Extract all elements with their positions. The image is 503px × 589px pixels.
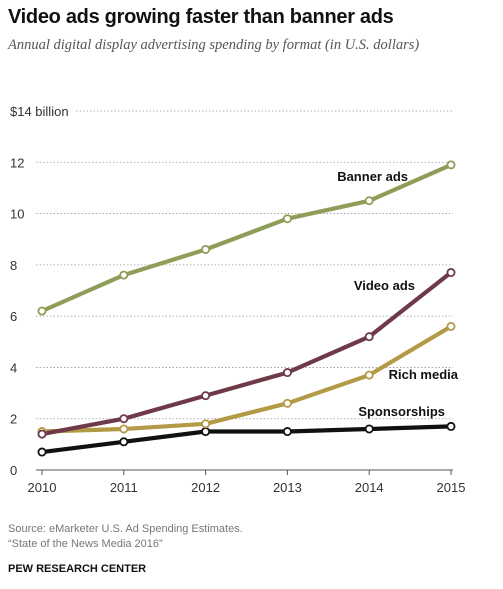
line-layer [39,162,454,455]
data-point-video-ads [282,368,292,378]
x-tick-label: 2013 [273,480,302,495]
source-line-1: Source: eMarketer U.S. Ad Spending Estim… [8,523,243,535]
x-tick-label: 2015 [437,480,466,495]
data-point-rich-media [364,370,374,380]
y-tick-label: 4 [10,360,17,375]
x-tick-label: 2012 [191,480,220,495]
y-tick-label: 2 [10,412,17,427]
y-tick-label: $14 billion [10,104,69,119]
series-label-video-ads: Video ads [354,278,415,293]
data-point-video-ads [37,429,47,439]
x-tick-label: 2010 [28,480,57,495]
point-layer [37,160,456,457]
y-tick-label: 6 [10,309,17,324]
data-point-video-ads [364,332,374,342]
data-point-sponsorships [446,421,456,431]
data-point-sponsorships [282,427,292,437]
data-point-video-ads [119,414,129,424]
data-point-banner-ads [201,244,211,254]
brand-logo-text: PEW RESEARCH CENTER [8,563,147,575]
line-chart: 0 2 4 6 8 10 12 $14 billion 2010 2011 2012 2013 2014… [10,104,465,495]
y-tick-label: 12 [10,155,24,170]
data-point-banner-ads [446,160,456,170]
x-tick-label: 2011 [110,480,138,495]
source-note: Source: eMarketer U.S. Ad Spending Estim… [8,522,243,552]
y-tick-label: 0 [10,463,17,478]
series-line-rich-media [39,324,454,434]
data-point-rich-media [119,424,129,434]
data-point-banner-ads [37,306,47,316]
y-tick-label: 10 [10,207,24,222]
series-line-sponsorships [39,424,454,455]
series-line-banner-ads [39,162,454,314]
x-tick-label: 2014 [355,480,384,495]
chart-subtitle: Annual digital display advertising spend… [8,37,420,53]
chart-title: Video ads growing faster than banner ads [8,6,394,28]
axis-layer: 0 2 4 6 8 10 12 $14 billion 2010 2011 2012 2013 2014… [10,104,465,495]
data-point-banner-ads [282,214,292,224]
data-point-video-ads [446,268,456,278]
data-point-sponsorships [37,447,47,457]
data-point-sponsorships [364,424,374,434]
source-line-2: “State of the News Media 2016” [8,538,163,550]
data-point-banner-ads [364,196,374,206]
label-layer: Banner ads Video ads Rich media Sponsorship… [337,169,459,419]
series-label-rich-media: Rich media [389,367,459,382]
y-tick-label: 8 [10,258,17,273]
data-point-rich-media [282,398,292,408]
series-label-sponsorships: Sponsorships [358,404,445,419]
series-line-video-ads [39,270,454,437]
data-point-banner-ads [119,270,129,280]
series-label-banner-ads: Banner ads [337,169,408,184]
data-point-video-ads [201,391,211,401]
data-point-sponsorships [119,437,129,447]
data-point-rich-media [446,321,456,331]
data-point-rich-media [201,419,211,429]
data-point-sponsorships [201,427,211,437]
